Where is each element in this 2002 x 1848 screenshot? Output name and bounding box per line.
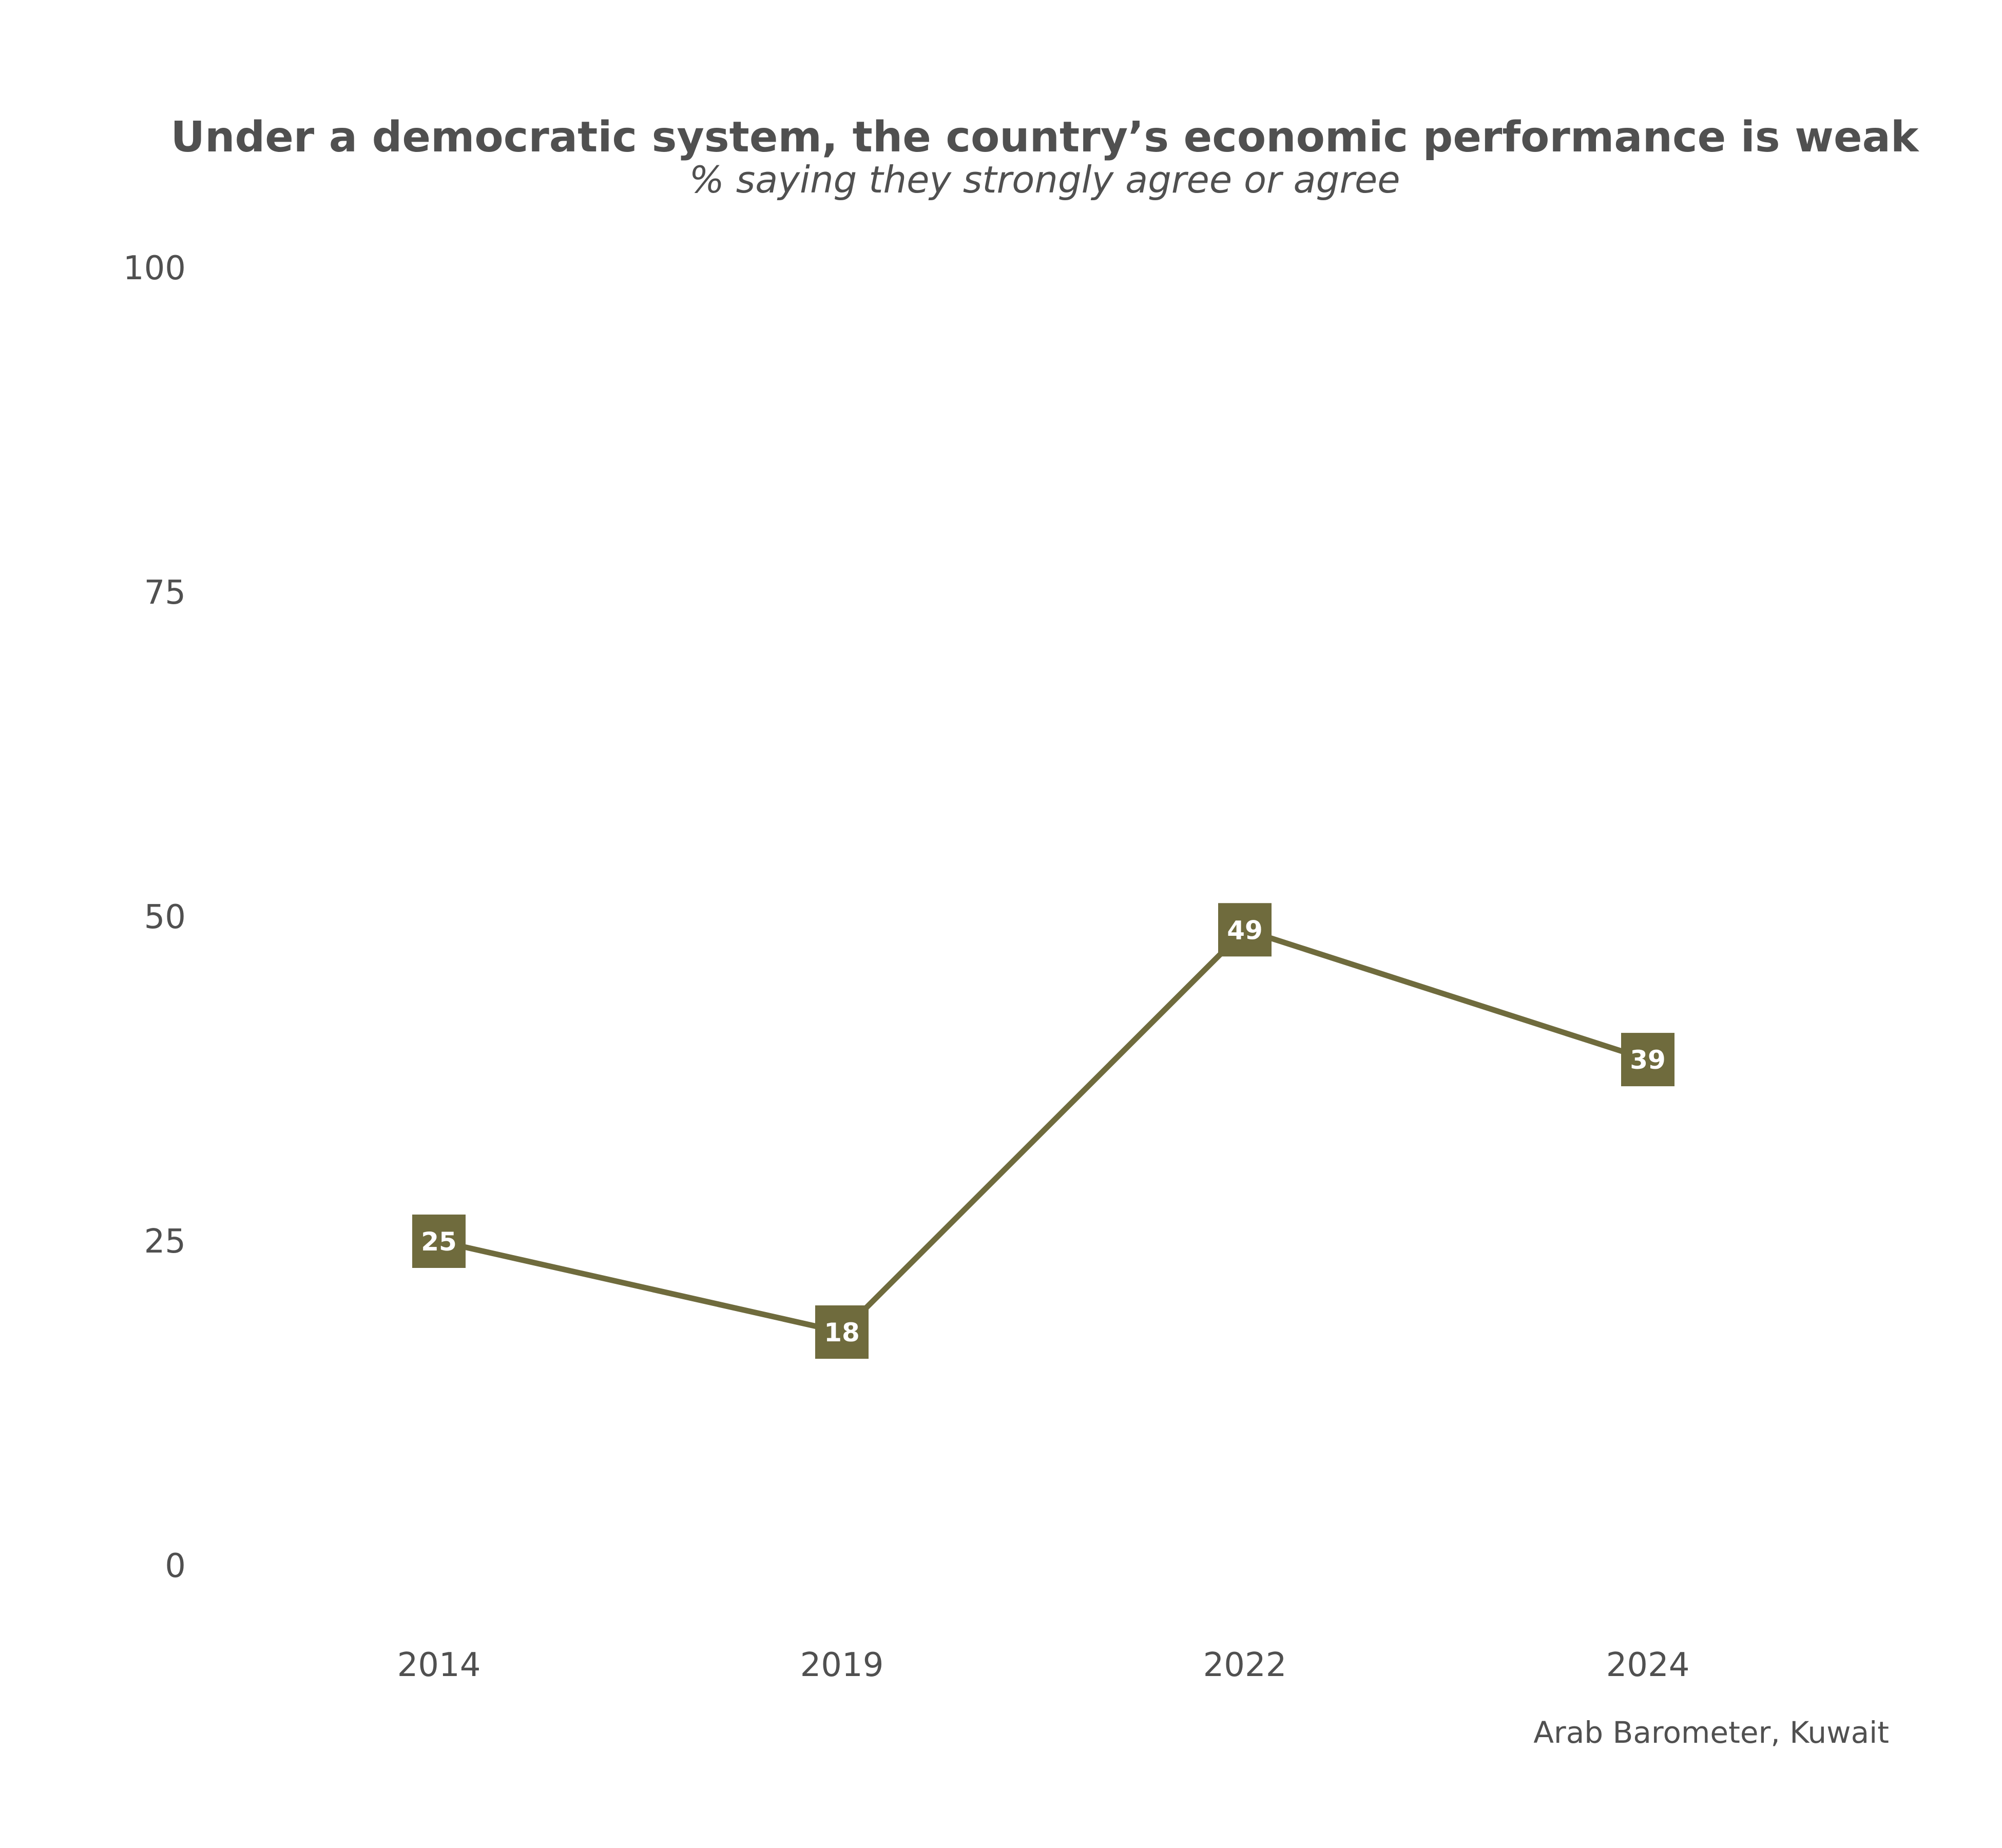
x-axis: 2014 2019 2022 2024 [397,1646,1690,1684]
data-point-label: 25 [421,1227,457,1257]
chart-caption: Arab Barometer, Kuwait [1533,1715,1889,1750]
y-tick-label: 75 [144,574,186,612]
series-line [438,927,1649,1335]
y-tick-label: 25 [144,1223,186,1261]
data-point-marker [1218,903,1272,957]
y-axis: 0 25 50 75 100 [123,249,186,1585]
chart-subtitle: % saying they strongly agree or agree [689,158,1400,201]
data-point-label: 39 [1630,1045,1666,1075]
data-point-marker [815,1305,869,1359]
x-tick-label: 2022 [1203,1646,1287,1684]
data-point-label: 49 [1227,915,1263,945]
data-point-marker [1621,1033,1674,1087]
data-points: 25 18 49 39 [412,903,1674,1359]
y-tick-label: 100 [123,249,186,287]
x-tick-label: 2024 [1606,1646,1690,1684]
x-tick-label: 2014 [397,1646,481,1684]
chart-title: Under a democratic system, the country’s… [171,113,1920,162]
x-tick-label: 2019 [800,1646,884,1684]
data-point-label: 18 [824,1318,860,1348]
y-tick-label: 50 [144,898,186,936]
data-point-marker [412,1215,466,1268]
y-tick-label: 0 [165,1547,186,1585]
